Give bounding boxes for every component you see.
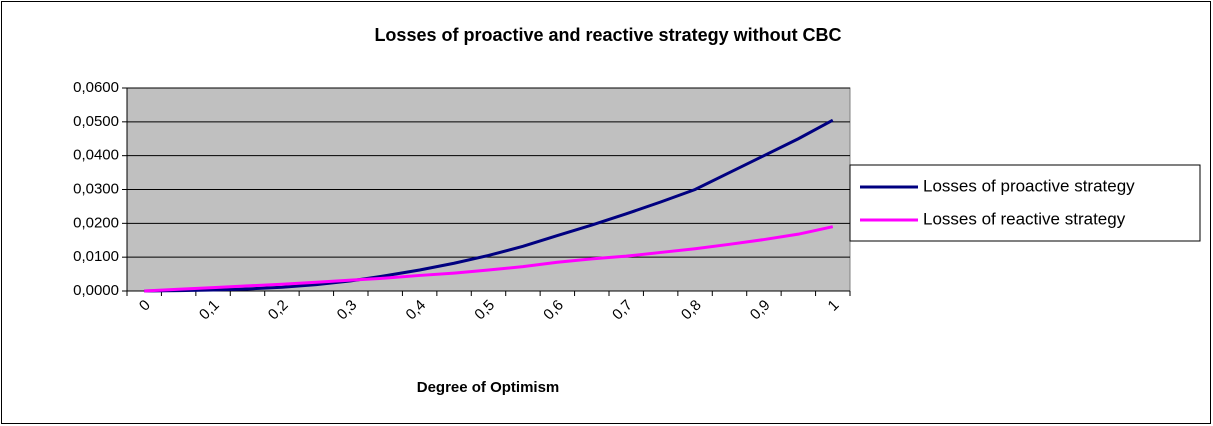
y-tick-label: 0,0500: [73, 113, 119, 130]
y-tick-label: 0,0000: [73, 282, 119, 299]
legend-label: Losses of proactive strategy: [923, 176, 1135, 195]
series-line: [144, 118, 834, 293]
chart-title: Losses of proactive and reactive strateg…: [374, 25, 841, 45]
series-line: [144, 225, 834, 293]
legend-box: [849, 164, 1201, 242]
y-tick-label: 0,0200: [73, 214, 119, 231]
y-tick-label: 0,0400: [73, 147, 119, 164]
y-tick-label: 0,0300: [73, 180, 119, 197]
y-tick-label: 0,0600: [73, 79, 119, 96]
x-axis-title: Degree of Optimism: [417, 379, 560, 396]
legend-label: Losses of reactive strategy: [923, 209, 1126, 228]
y-tick-label: 0,0100: [73, 248, 119, 265]
